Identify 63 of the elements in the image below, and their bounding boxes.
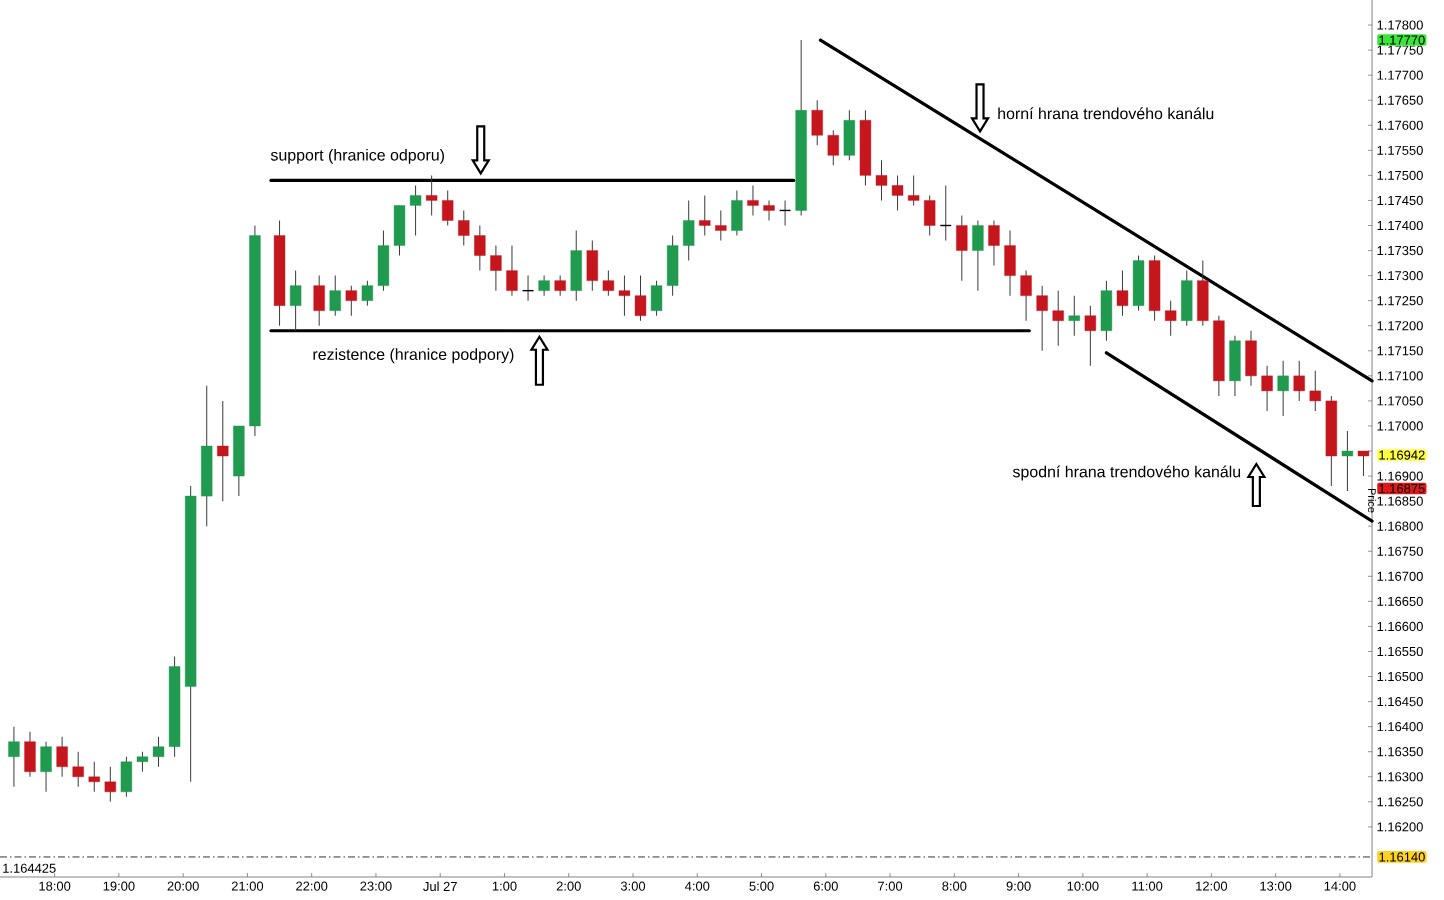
x-tick-label: 9:00 — [1006, 881, 1031, 891]
y-tick-label: 1.17100 — [1377, 371, 1423, 381]
x-tick-label: 8:00 — [942, 881, 967, 891]
y-tick-label: 1.17400 — [1377, 220, 1423, 231]
y-tick-label: 1.17350 — [1377, 245, 1423, 256]
y-tick-label: 1.16900 — [1377, 471, 1423, 481]
y-tick-label: 1.17700 — [1377, 70, 1423, 80]
y-tick-label: 1.17450 — [1377, 195, 1423, 206]
x-tick-label: 14:00 — [1324, 881, 1356, 891]
ref-line-label: 1.16140 — [1379, 852, 1425, 862]
y-tick-label: 1.16250 — [1377, 797, 1423, 807]
x-tick-label: 23:00 — [360, 881, 392, 891]
y-tick-label: 1.16300 — [1377, 772, 1423, 782]
y-tick-label: 1.17750 — [1377, 45, 1423, 55]
annotation: support (hranice odporu) — [270, 148, 444, 164]
x-tick-label: 12:00 — [1196, 881, 1228, 891]
y-tick-label: 1.17150 — [1377, 346, 1423, 356]
x-tick-label: 4:00 — [684, 881, 710, 891]
y-tick-label: 1.16500 — [1377, 671, 1423, 682]
annotation: 1.164425 — [3, 863, 56, 873]
text: 1.17770 — [1379, 35, 1425, 45]
x-tick-label: 10:00 — [1067, 881, 1099, 891]
y-tick-label: 1.16450 — [1377, 697, 1423, 707]
y-tick-label: 1.16400 — [1377, 722, 1423, 732]
y-tick-label: 1.16650 — [1377, 596, 1423, 606]
y-tick-label: 1.17250 — [1377, 296, 1423, 306]
x-tick-label: Jul 27 — [423, 881, 457, 892]
x-tick-label: 21:00 — [231, 881, 264, 891]
x-tick-label: 5:00 — [749, 881, 774, 891]
text: 1.16942 — [1379, 450, 1425, 460]
x-tick-label: 1:00 — [492, 881, 517, 891]
y-tick-label: 1.16800 — [1377, 521, 1423, 531]
x-tick-label: 13:00 — [1260, 881, 1292, 891]
annotation: horní hrana trendového kanálu — [998, 107, 1214, 120]
x-tick-label: 18:00 — [39, 881, 71, 891]
annotation: rezistence (hranice podpory) — [313, 348, 514, 364]
y-tick-label: 1.16750 — [1377, 546, 1423, 556]
y-tick-label: 1.16600 — [1377, 621, 1423, 632]
x-tick-label: 20:00 — [167, 881, 199, 891]
y-tick-label: 1.17650 — [1377, 95, 1423, 105]
y-tick-label: 1.17200 — [1377, 321, 1423, 331]
y-tick-label: 1.17000 — [1377, 421, 1423, 431]
y-tick-label: 1.16350 — [1377, 747, 1423, 757]
x-tick-label: 6:00 — [813, 881, 838, 891]
y-tick-label: 1.17300 — [1377, 271, 1423, 281]
x-tick-label: 3:00 — [620, 881, 646, 891]
x-tick-label: 7:00 — [878, 881, 903, 891]
annotation: spodní hrana trendového kanálu — [1012, 465, 1241, 481]
y-tick-label: 1.16850 — [1377, 496, 1423, 506]
y-tick-label: 1.17800 — [1377, 20, 1423, 30]
y-tick-label: 1.16700 — [1377, 571, 1423, 581]
x-tick-label: 19:00 — [103, 881, 135, 891]
x-tick-label: 11:00 — [1132, 881, 1163, 891]
x-tick-label: 22:00 — [296, 881, 328, 891]
x-tick-label: 2:00 — [556, 881, 581, 891]
y-tick-label: 1.16550 — [1377, 646, 1423, 657]
y-axis-title: Price — [1368, 488, 1377, 513]
y-tick-label: 1.17600 — [1377, 120, 1423, 130]
y-tick-label: 1.17550 — [1377, 145, 1423, 155]
text: 1.16875 — [1379, 483, 1425, 494]
y-tick-label: 1.16200 — [1377, 822, 1423, 832]
y-tick-label: 1.17050 — [1377, 396, 1423, 406]
y-tick-label: 1.17500 — [1377, 170, 1423, 180]
